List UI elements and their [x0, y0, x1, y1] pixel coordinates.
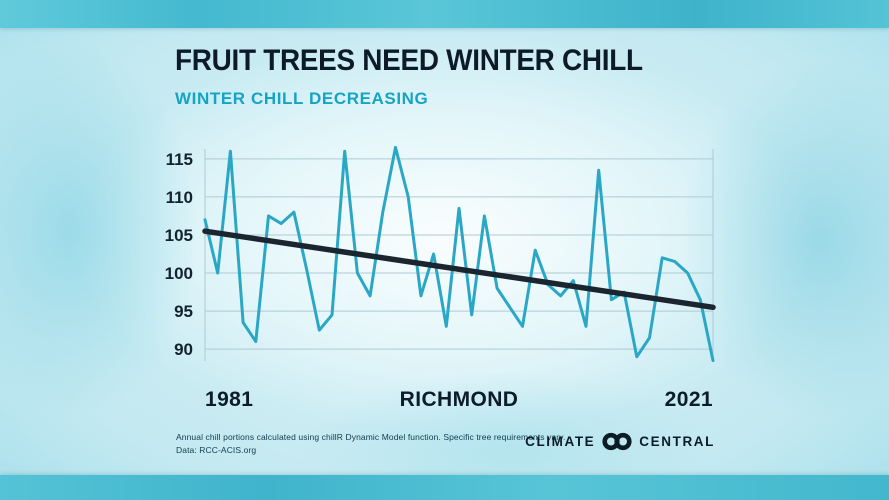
y-tick-label-100: 100	[165, 264, 193, 283]
trend-line	[202, 228, 716, 311]
page-title: FRUIT TREES NEED WINTER CHILL	[175, 44, 643, 77]
bottom-border-band	[0, 475, 889, 500]
climate-central-rings-icon	[602, 432, 632, 451]
chart-canvas: 90 95 100 105 110 115	[165, 145, 716, 363]
y-tick-label-90: 90	[174, 340, 193, 359]
x-axis-end-year: 2021	[664, 388, 713, 411]
logo-text-central: CENTRAL	[639, 434, 715, 449]
page-subtitle: WINTER CHILL DECREASING	[175, 89, 429, 108]
winter-chill-line-chart: 90 95 100 105 110 115	[155, 132, 735, 384]
footnote-line-2: Data: RCC-ACIS.org	[176, 445, 257, 456]
y-tick-label-105: 105	[165, 226, 193, 245]
top-border-band	[0, 0, 889, 28]
climate-central-logo: CLIMATE CENTRAL	[525, 432, 715, 451]
y-tick-label-110: 110	[166, 188, 193, 207]
y-tick-label-115: 115	[166, 150, 193, 169]
footnote-line-1: Annual chill portions calculated using c…	[176, 432, 566, 442]
x-axis-start-year: 1981	[205, 388, 254, 411]
chill-portions-series-line	[203, 145, 715, 363]
x-axis-labels: 1981 RICHMOND 2021	[205, 388, 713, 412]
logo-text-climate: CLIMATE	[525, 434, 596, 449]
footnote: Annual chill portions calculated using c…	[176, 431, 565, 457]
x-axis-location-label: RICHMOND	[399, 388, 519, 411]
y-tick-label-95: 95	[174, 302, 193, 321]
